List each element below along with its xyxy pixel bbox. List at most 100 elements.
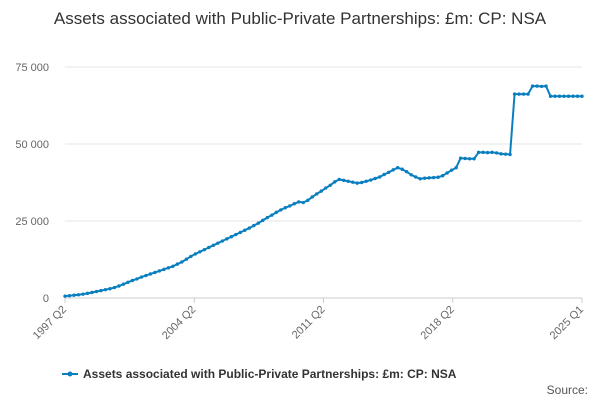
data-point[interactable] [171,264,175,268]
data-point[interactable] [270,213,274,217]
data-point[interactable] [189,254,193,259]
data-point[interactable] [378,175,382,179]
data-point[interactable] [117,284,121,288]
data-point[interactable] [144,273,148,278]
data-point[interactable] [153,270,157,275]
data-point[interactable] [139,275,144,279]
data-point[interactable] [297,200,301,204]
data-point[interactable] [391,168,395,172]
data-point[interactable] [243,228,247,232]
data-point[interactable] [207,245,211,250]
data-point[interactable] [553,94,557,98]
data-point[interactable] [364,179,368,183]
data-point[interactable] [458,156,463,160]
data-point[interactable] [292,202,296,206]
data-point[interactable] [193,252,198,256]
data-point[interactable] [481,150,485,155]
data-point[interactable] [400,167,404,171]
data-point[interactable] [499,152,503,156]
data-point[interactable] [346,179,350,183]
data-point[interactable] [256,221,261,225]
data-point[interactable] [184,257,189,261]
data-point[interactable] [449,168,454,172]
data-point[interactable] [279,208,283,212]
data-point[interactable] [512,92,517,96]
data-point[interactable] [229,235,234,239]
data-point[interactable] [166,266,171,270]
data-point[interactable] [404,170,409,174]
data-point[interactable] [238,230,243,235]
data-point[interactable] [373,176,377,181]
data-point[interactable] [301,200,305,205]
data-point[interactable] [274,210,278,215]
data-point[interactable] [328,183,332,187]
data-point[interactable] [436,175,440,179]
data-point[interactable] [234,232,238,237]
data-point[interactable] [517,92,521,96]
data-point[interactable] [337,177,341,182]
data-point[interactable] [333,180,337,184]
data-point[interactable] [288,204,292,208]
data-point[interactable] [342,178,346,183]
data-point[interactable] [85,291,90,296]
data-point[interactable] [526,92,530,96]
legend[interactable]: Assets associated with Public-Private Pa… [62,367,457,381]
data-point[interactable] [265,215,269,220]
data-point[interactable] [220,239,225,243]
data-point[interactable] [463,156,467,161]
data-point[interactable] [494,151,499,155]
data-point[interactable] [490,150,494,155]
data-point[interactable] [90,290,94,295]
data-point[interactable] [261,218,265,223]
data-point[interactable] [431,175,436,180]
data-point[interactable] [180,260,184,264]
data-point[interactable] [108,287,112,291]
data-point[interactable] [382,172,386,177]
data-point[interactable] [225,237,229,241]
data-point[interactable] [148,272,153,276]
data-point[interactable] [467,157,472,161]
data-point[interactable] [99,288,103,293]
data-point[interactable] [427,176,431,180]
data-point[interactable] [211,243,216,248]
data-point[interactable] [121,282,126,286]
data-point[interactable] [562,94,566,98]
data-point[interactable] [395,166,400,170]
data-point[interactable] [63,294,67,298]
data-point[interactable] [306,198,310,203]
data-point[interactable] [539,84,544,89]
data-point[interactable] [355,181,359,185]
data-point[interactable] [67,293,72,298]
data-point[interactable] [575,94,580,98]
data-point[interactable] [162,267,166,272]
data-point[interactable] [571,94,575,98]
data-point[interactable] [94,289,99,294]
data-point[interactable] [310,195,314,199]
data-point[interactable] [76,293,81,297]
data-point[interactable] [472,157,476,161]
data-point[interactable] [485,150,490,155]
data-point[interactable] [530,84,535,88]
data-point[interactable] [535,84,539,88]
data-point[interactable] [476,150,481,155]
data-point[interactable] [319,189,323,193]
data-point[interactable] [440,174,445,178]
data-point[interactable] [157,269,162,273]
data-point[interactable] [369,178,373,182]
data-point[interactable] [252,223,256,228]
data-point[interactable] [103,287,108,292]
data-point[interactable] [521,92,526,96]
data-point[interactable] [418,177,422,181]
data-point[interactable] [580,94,584,98]
data-point[interactable] [386,170,391,175]
data-point[interactable] [135,277,139,281]
data-point[interactable] [454,166,458,170]
data-point[interactable] [81,292,85,296]
data-point[interactable] [544,84,548,88]
data-point[interactable] [508,152,512,157]
data-point[interactable] [216,241,220,245]
data-point[interactable] [315,192,319,196]
data-point[interactable] [112,285,117,290]
data-point[interactable] [126,280,130,284]
data-point[interactable] [202,247,207,252]
